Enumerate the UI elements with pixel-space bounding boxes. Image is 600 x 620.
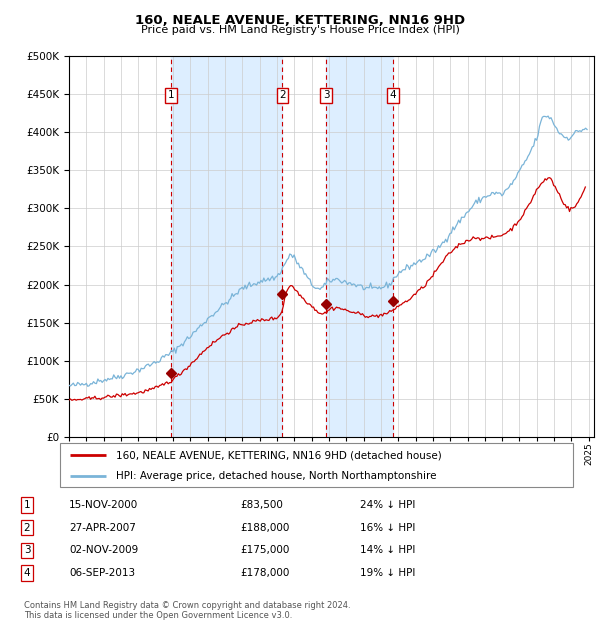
Text: 1: 1 — [167, 91, 174, 100]
Text: 16% ↓ HPI: 16% ↓ HPI — [360, 523, 415, 533]
Text: 06-SEP-2013: 06-SEP-2013 — [69, 569, 135, 578]
Text: 27-APR-2007: 27-APR-2007 — [69, 523, 136, 533]
Text: 160, NEALE AVENUE, KETTERING, NN16 9HD (detached house): 160, NEALE AVENUE, KETTERING, NN16 9HD (… — [116, 451, 442, 461]
Text: 19% ↓ HPI: 19% ↓ HPI — [360, 569, 415, 578]
Text: 4: 4 — [23, 569, 31, 578]
Text: £83,500: £83,500 — [240, 500, 283, 510]
Text: 160, NEALE AVENUE, KETTERING, NN16 9HD: 160, NEALE AVENUE, KETTERING, NN16 9HD — [135, 14, 465, 27]
Text: 02-NOV-2009: 02-NOV-2009 — [69, 546, 138, 556]
Bar — [326, 56, 392, 437]
Text: 3: 3 — [323, 91, 329, 100]
Text: £188,000: £188,000 — [240, 523, 289, 533]
Text: 3: 3 — [23, 546, 31, 556]
Bar — [171, 56, 283, 437]
Text: 2: 2 — [23, 523, 31, 533]
Text: 1: 1 — [23, 500, 31, 510]
Text: HPI: Average price, detached house, North Northamptonshire: HPI: Average price, detached house, Nort… — [116, 471, 437, 481]
Text: £178,000: £178,000 — [240, 569, 289, 578]
Text: 2: 2 — [279, 91, 286, 100]
Text: Contains HM Land Registry data © Crown copyright and database right 2024.: Contains HM Land Registry data © Crown c… — [24, 601, 350, 611]
Text: 15-NOV-2000: 15-NOV-2000 — [69, 500, 138, 510]
Text: This data is licensed under the Open Government Licence v3.0.: This data is licensed under the Open Gov… — [24, 611, 292, 620]
Text: £175,000: £175,000 — [240, 546, 289, 556]
Text: 24% ↓ HPI: 24% ↓ HPI — [360, 500, 415, 510]
Text: 14% ↓ HPI: 14% ↓ HPI — [360, 546, 415, 556]
Text: Price paid vs. HM Land Registry's House Price Index (HPI): Price paid vs. HM Land Registry's House … — [140, 25, 460, 35]
FancyBboxPatch shape — [60, 443, 573, 487]
Text: 4: 4 — [389, 91, 396, 100]
